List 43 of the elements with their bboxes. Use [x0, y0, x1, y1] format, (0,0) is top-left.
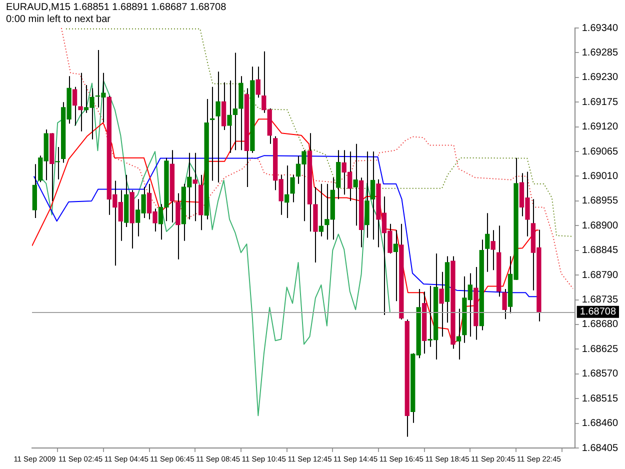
candlestick	[318, 183, 324, 237]
candlestick	[78, 72, 83, 132]
candlestick	[353, 143, 358, 226]
candlestick	[210, 86, 215, 182]
line-series	[66, 28, 574, 237]
y-tick-label: 1.69175	[582, 96, 618, 108]
y-tick-label: 1.69010	[582, 170, 618, 182]
y-tick-label: 1.68570	[582, 368, 618, 380]
y-tick-label: 1.68790	[582, 270, 618, 281]
candlestick	[176, 192, 180, 260]
candlestick	[232, 52, 238, 151]
y-tick-label: 1.68735	[582, 294, 618, 306]
y-tick-label: 1.69285	[582, 47, 618, 58]
text: 0:00 min left to next bar	[6, 14, 112, 26]
y-tick-label: 1.69065	[582, 146, 618, 158]
y-tick-label: 1.68625	[582, 344, 618, 355]
candlestick	[393, 230, 398, 302]
candlestick	[290, 174, 295, 203]
y-tick-label: 1.68515	[582, 393, 618, 404]
y-tick-label: 1.68955	[582, 196, 618, 207]
y-tick-label: 1.68845	[582, 245, 618, 256]
line-series	[60, 28, 574, 290]
candlestick	[72, 86, 78, 126]
candlestick	[284, 164, 290, 219]
y-tick-label: 1.69230	[582, 72, 618, 84]
candlestick	[456, 308, 462, 360]
ref-line-label: 1.68708	[580, 306, 616, 318]
y-tick-label: 1.69120	[582, 122, 618, 133]
candlestick	[370, 151, 376, 240]
candlestick	[227, 80, 232, 154]
chart-title: EURAUD,M15 1.68851 1.68891 1.68687 1.68708	[6, 2, 226, 14]
candlestick	[502, 288, 507, 320]
y-tick-label: 1.68680	[582, 319, 618, 330]
candlestick	[485, 212, 490, 272]
candlestick	[192, 152, 198, 222]
candlestick	[256, 66, 260, 98]
candlestick	[439, 271, 444, 338]
y-tick-label: 1.69340	[582, 22, 618, 34]
candlestick	[216, 71, 220, 184]
y-tick-label: 1.68405	[582, 442, 618, 454]
y-tick-label: 1.68460	[582, 418, 618, 430]
candlestick	[490, 230, 496, 271]
y-tick-label: 1.68900	[582, 220, 618, 232]
